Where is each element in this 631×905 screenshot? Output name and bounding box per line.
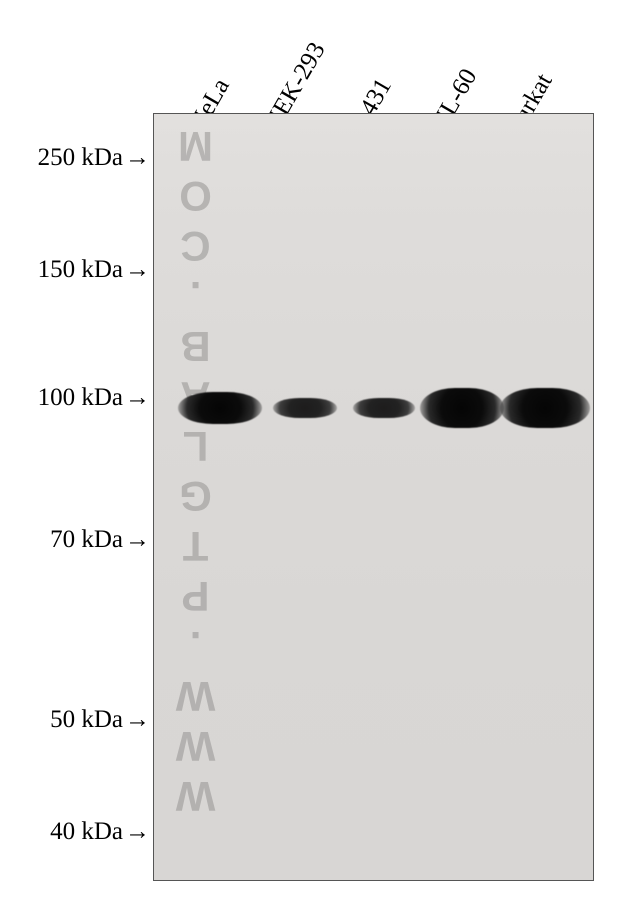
blot-band (500, 388, 590, 428)
mw-marker: 70 kDa→ (50, 526, 150, 554)
blot-band (353, 398, 415, 418)
blot-band (273, 398, 337, 418)
lane-labels-group: HeLaHEK-293A431HL-60Jurkat (0, 0, 631, 120)
arrow-right-icon: → (125, 256, 150, 284)
mw-marker-label: 100 kDa (38, 384, 123, 411)
mw-marker-label: 40 kDa (50, 818, 123, 845)
mw-marker: 40 kDa→ (50, 818, 150, 846)
mw-marker-label: 70 kDa (50, 526, 123, 553)
figure-container: HeLaHEK-293A431HL-60Jurkat WWW.PTGLAB.CO… (0, 0, 631, 905)
mw-marker: 50 kDa→ (50, 706, 150, 734)
arrow-right-icon: → (125, 144, 150, 172)
watermark-text: WWW.PTGLAB.COM (172, 120, 220, 820)
mw-marker-label: 50 kDa (50, 706, 123, 733)
arrow-right-icon: → (125, 818, 150, 846)
mw-marker-label: 250 kDa (38, 144, 123, 171)
blot-band (420, 388, 504, 428)
mw-marker: 150 kDa→ (38, 256, 150, 284)
arrow-right-icon: → (125, 526, 150, 554)
mw-marker-label: 150 kDa (38, 256, 123, 283)
mw-marker: 250 kDa→ (38, 144, 150, 172)
arrow-right-icon: → (125, 384, 150, 412)
mw-marker: 100 kDa→ (38, 384, 150, 412)
blot-band (178, 392, 262, 424)
arrow-right-icon: → (125, 706, 150, 734)
blot-membrane-frame: WWW.PTGLAB.COM (153, 113, 594, 881)
